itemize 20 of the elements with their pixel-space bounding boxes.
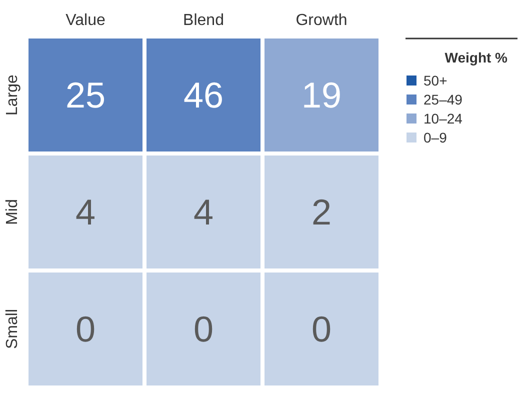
x-tick-label: Growth <box>296 12 348 29</box>
x-tick-label: Blend <box>183 12 224 29</box>
data-label: 4 <box>75 192 96 232</box>
data-label: 0 <box>311 308 332 350</box>
y-tick-label: Small <box>4 308 21 350</box>
legend-label: 50+ <box>424 72 448 88</box>
data-label: 2 <box>311 192 332 232</box>
data-label: 46 <box>183 74 224 116</box>
data-label: 0 <box>75 308 96 350</box>
legend-label: 0–9 <box>424 130 448 146</box>
data-label: 25 <box>65 74 106 116</box>
x-tick-label: Value <box>66 12 106 29</box>
legend-label: 25–49 <box>424 92 463 108</box>
data-label: 19 <box>301 74 342 116</box>
y-tick-label: Large <box>4 74 21 116</box>
legend-title: Weight % <box>444 50 508 66</box>
data-label: 4 <box>193 192 214 232</box>
data-label: 0 <box>193 308 214 350</box>
y-tick-label: Mid <box>4 199 21 225</box>
legend-label: 10–24 <box>424 110 463 126</box>
